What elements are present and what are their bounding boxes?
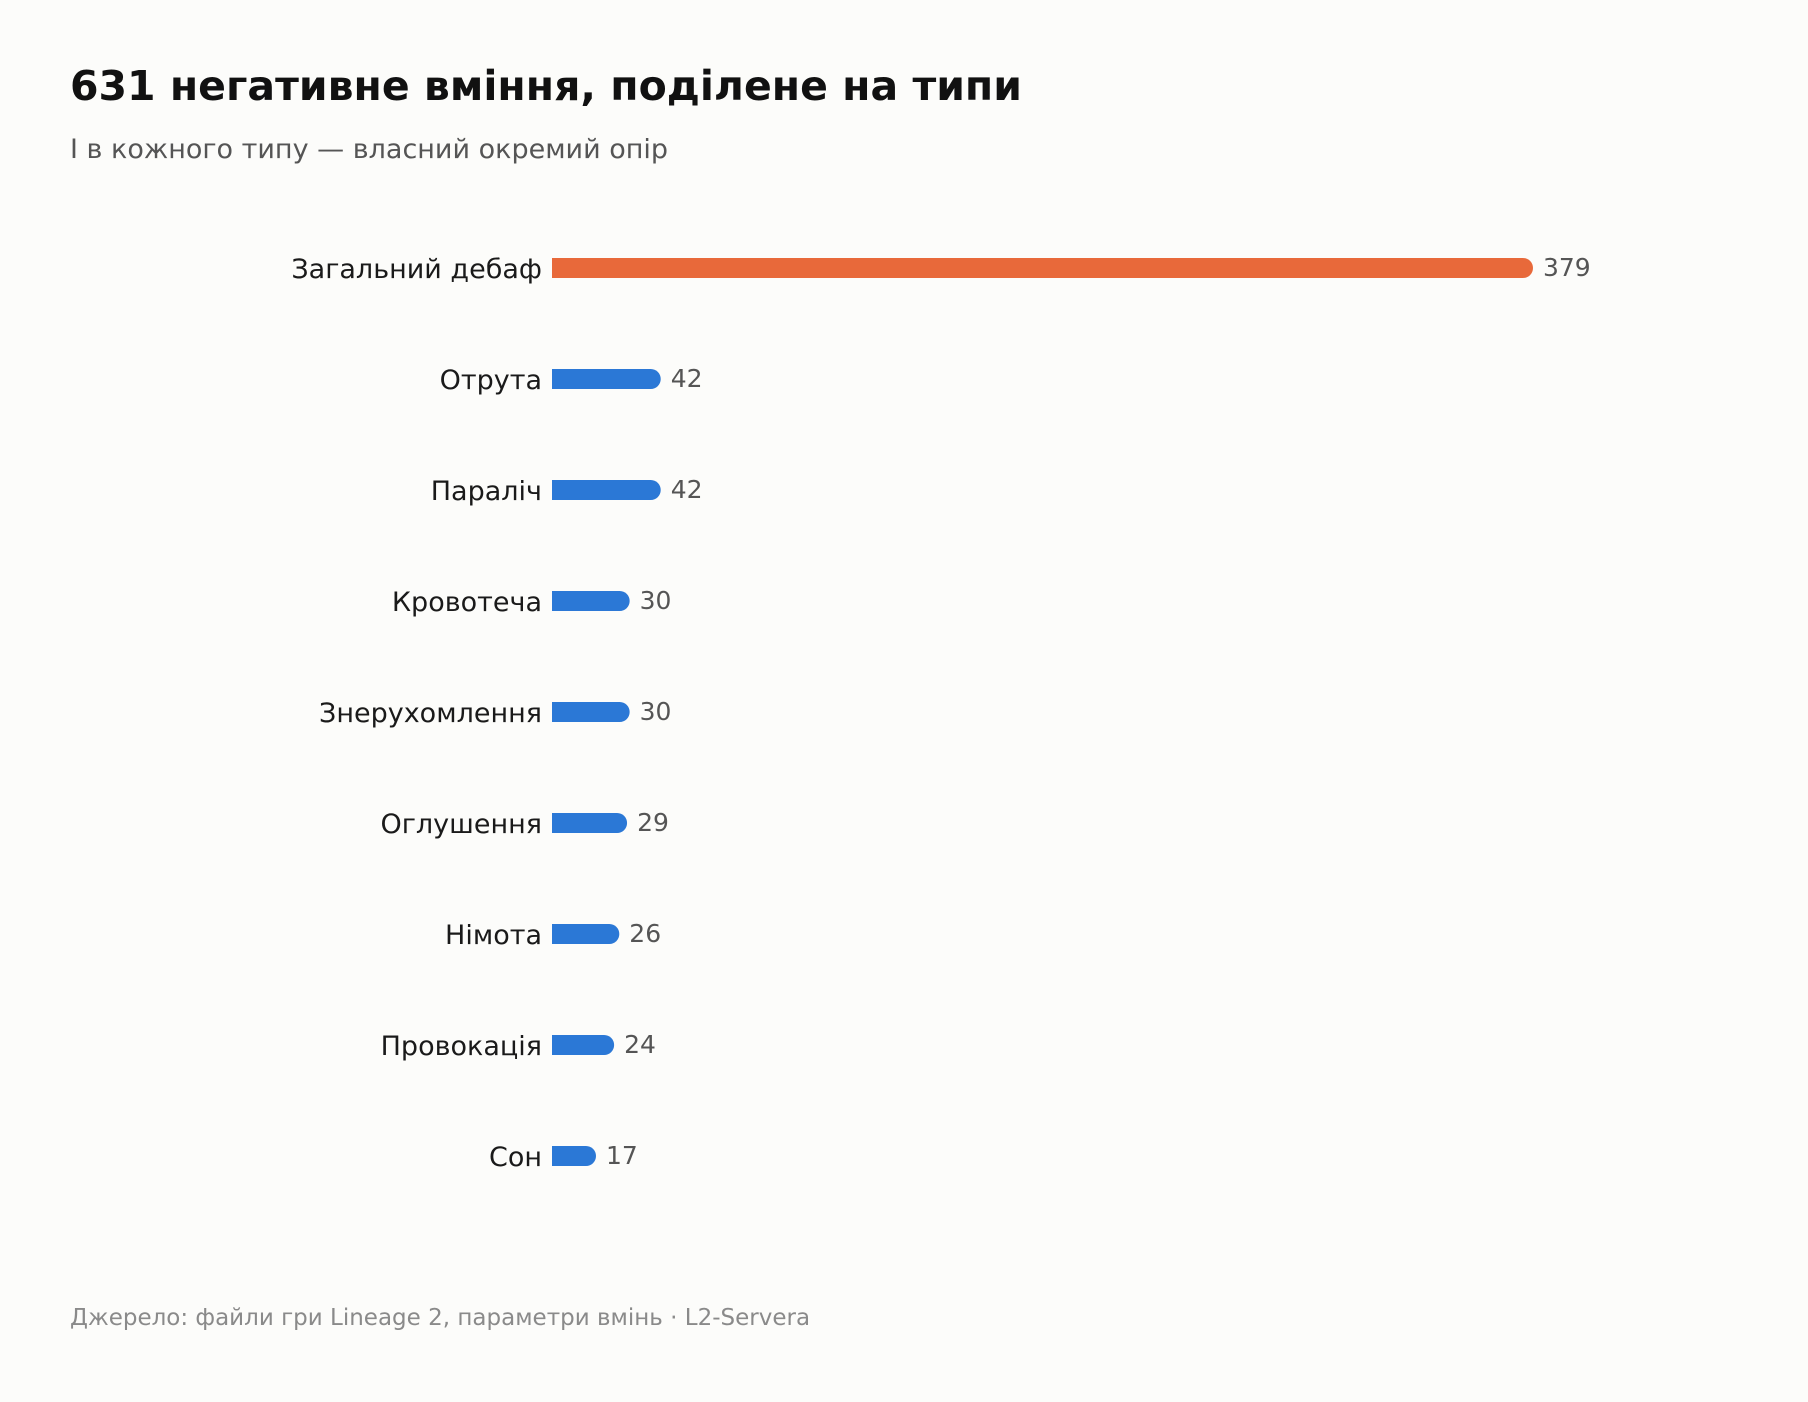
bar-row: Оглушення 29 (380, 808, 668, 840)
category-label: Кровотеча (392, 587, 542, 618)
source-note: Джерело: файли гри Lineage 2, параметри … (70, 1305, 811, 1331)
category-label: Німота (445, 920, 542, 951)
bar (552, 591, 630, 611)
category-label: Провокація (381, 1031, 542, 1062)
category-label: Загальний дебаф (291, 254, 542, 285)
bars-layer: Загальний дебаф 379 Отрута 42 Параліч 42 Крово… (291, 253, 1590, 1173)
bar (552, 258, 1533, 278)
category-label: Оглушення (380, 809, 542, 840)
bar-chart: Загальний дебаф 379 Отрута 42 Параліч 42 Крово… (291, 253, 1590, 1173)
bar-row: Провокація 24 (381, 1030, 656, 1062)
category-label: Параліч (431, 476, 542, 507)
bar-row: Німота 26 (445, 919, 661, 951)
value-label: 30 (640, 697, 672, 726)
bar (552, 369, 661, 389)
value-label: 24 (624, 1030, 656, 1059)
bar (552, 702, 630, 722)
bar (552, 1035, 615, 1055)
bar (552, 924, 620, 944)
chart-title: 631 негативне вміння, поділене на типи (70, 62, 1022, 110)
value-label: 29 (637, 808, 669, 837)
bar (552, 480, 661, 500)
bar-row: Отрута 42 (440, 364, 703, 396)
bar-row: Параліч 42 (431, 475, 703, 507)
bar (552, 813, 628, 833)
category-label: Знерухомлення (319, 698, 542, 729)
value-label: 17 (606, 1141, 638, 1170)
value-label: 42 (671, 364, 703, 393)
bar-row: Сон 17 (489, 1141, 638, 1173)
value-label: 379 (1543, 253, 1591, 282)
bar-row: Загальний дебаф 379 (291, 253, 1590, 285)
bar-row: Кровотеча 30 (392, 586, 672, 618)
chart-subtitle: І в кожного типу — власний окремий опір (70, 134, 669, 165)
category-label: Отрута (440, 365, 542, 396)
value-label: 42 (671, 475, 703, 504)
value-label: 30 (640, 586, 672, 615)
bar (552, 1146, 597, 1166)
value-label: 26 (629, 919, 661, 948)
bar-row: Знерухомлення 30 (319, 697, 671, 729)
category-label: Сон (489, 1142, 542, 1173)
